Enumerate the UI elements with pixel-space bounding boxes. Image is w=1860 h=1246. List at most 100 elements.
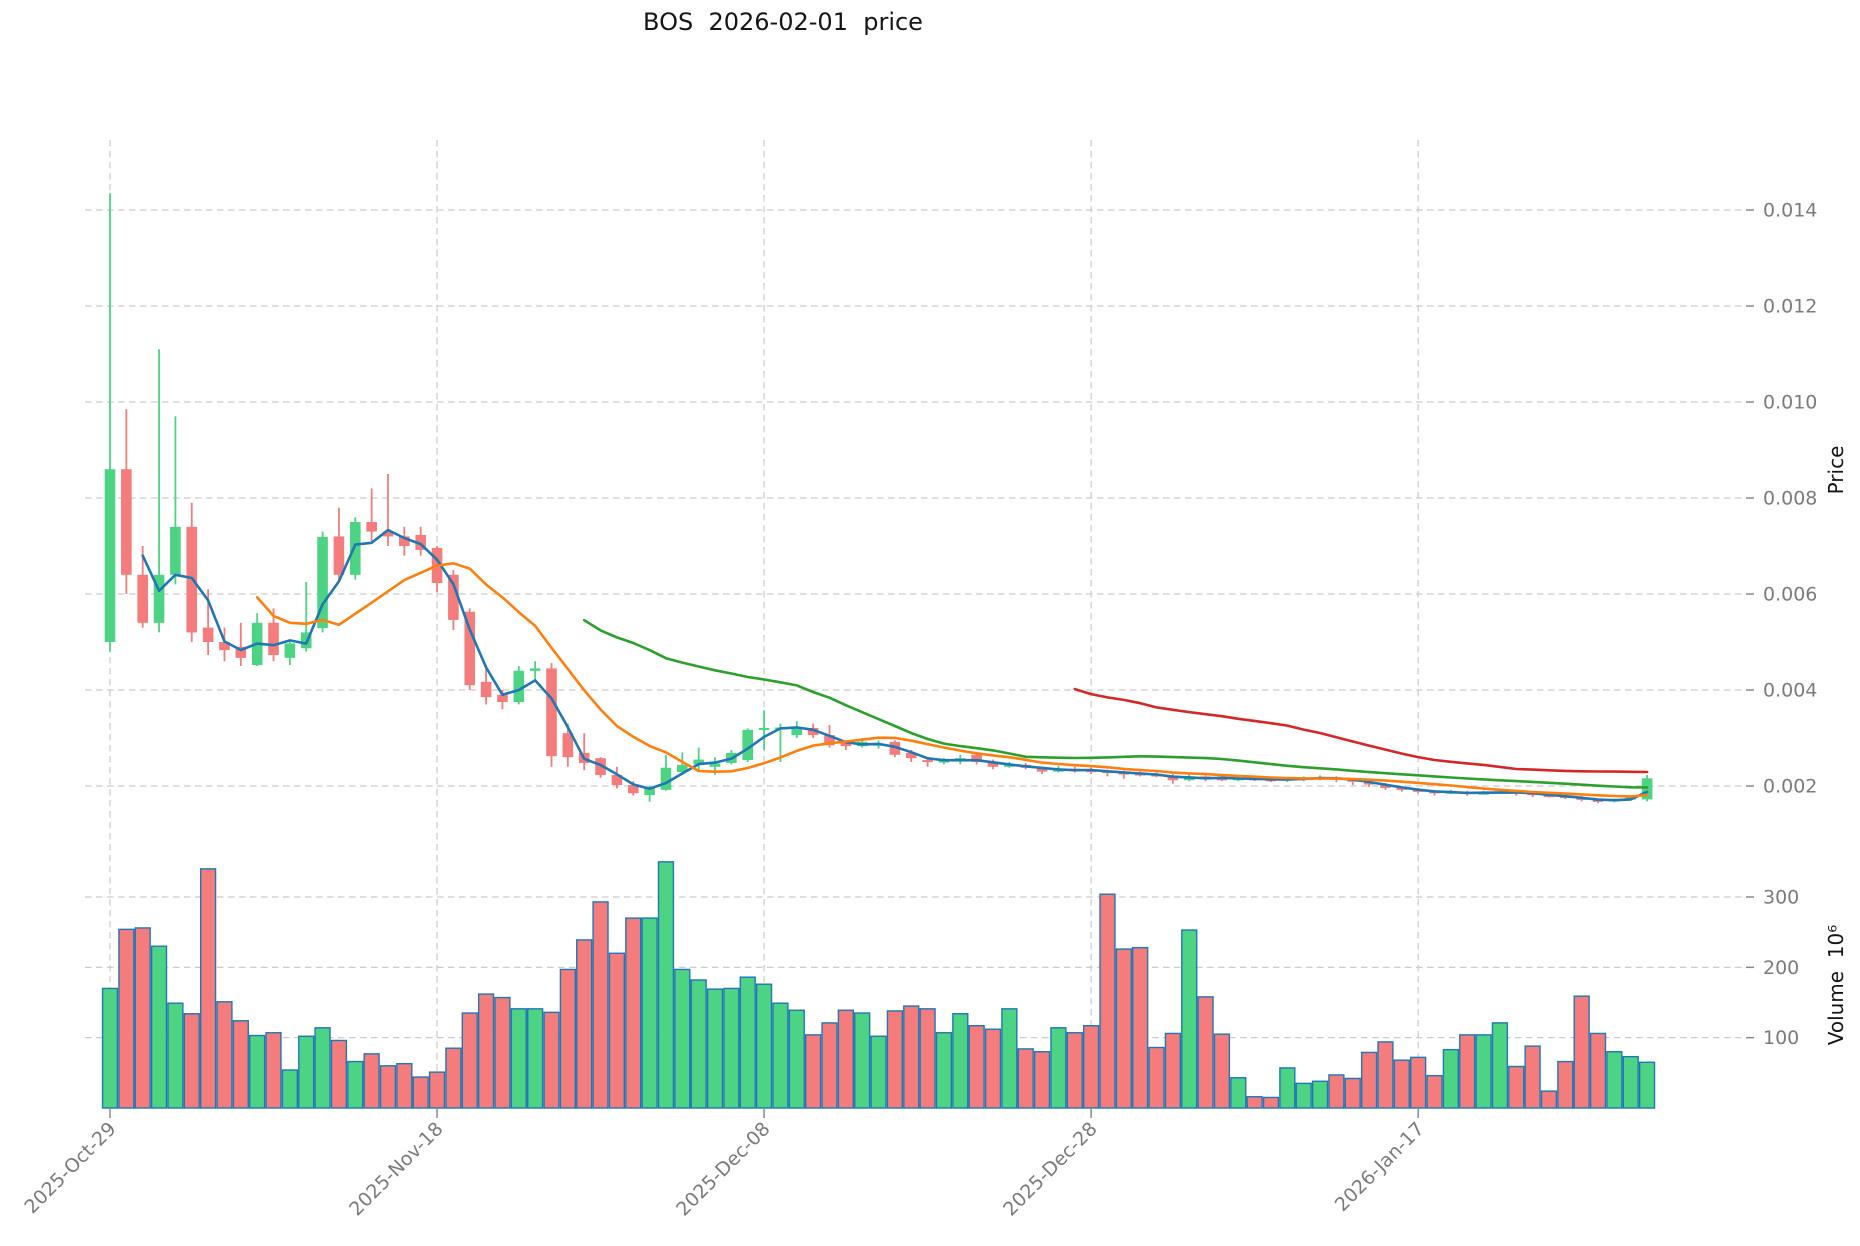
volume-bar (101, 987, 119, 1109)
volume-bar (199, 868, 217, 1109)
volume-bar (1181, 929, 1198, 1109)
candle-body (153, 574, 165, 623)
candle-body (987, 762, 999, 767)
volume-bar (723, 987, 740, 1109)
volume-bar (1622, 1055, 1639, 1109)
candle-body (529, 668, 541, 671)
volume-bar (1638, 1061, 1656, 1109)
volume-bar (347, 1060, 364, 1109)
volume-bar (1001, 1008, 1018, 1109)
price-axis-label: Price (1824, 445, 1848, 495)
volume-bar (674, 968, 691, 1109)
volume-bar (772, 1002, 789, 1109)
volume-bar (1606, 1051, 1623, 1109)
volume-bar (625, 917, 642, 1109)
price-tick-label: 0.002 (1763, 776, 1817, 798)
volume-bar (1377, 1041, 1394, 1109)
candle-body (971, 754, 982, 762)
volume-bar (167, 1002, 184, 1109)
candle-body (317, 536, 328, 629)
candle-body (219, 642, 230, 651)
ma-line-60 (1073, 687, 1649, 774)
volume-bar (1099, 893, 1116, 1109)
candle-body (480, 681, 492, 698)
volume-bar (1311, 1080, 1329, 1109)
candle-body (513, 670, 525, 702)
volume-bar (952, 1013, 969, 1109)
volume-bar (821, 1022, 838, 1109)
candle-body (1380, 784, 1391, 788)
volume-bar (232, 1020, 249, 1109)
volume-bar (1082, 1025, 1100, 1109)
price-tick-labels: 0.014 0.012 0.010 0.008 0.006 0.004 0.002 (1746, 200, 1817, 798)
candle-body (333, 536, 345, 575)
volume-bar (1148, 1046, 1165, 1109)
price-tick-label: 0.010 (1763, 392, 1817, 414)
volume-bar (1589, 1032, 1607, 1109)
candle-body (104, 469, 116, 642)
candle-body (349, 522, 361, 575)
candle-body (807, 727, 819, 736)
volume-bar (543, 1011, 560, 1109)
candle-body (1216, 778, 1228, 781)
x-tick-labels: 2025-Oct-29 2025-Nov-18 2025-Dec-08 2025-De… (20, 1109, 1429, 1221)
volume-bar (968, 1025, 985, 1109)
volume-bar (1491, 1022, 1509, 1109)
x-tick-label: 2025-Dec-28 (999, 1118, 1102, 1221)
volume-bar (1540, 1090, 1558, 1109)
volume-bar (118, 928, 135, 1109)
candle-body (1543, 795, 1555, 798)
volume-bar (1066, 1032, 1083, 1109)
price-tick-label: 0.012 (1763, 296, 1817, 318)
candle-body (497, 694, 508, 702)
volume-bar (314, 1027, 331, 1109)
volume-bar (412, 1076, 429, 1109)
candle-body (824, 735, 835, 746)
volume-tick-labels: 300 200 100 (1746, 887, 1799, 1049)
volume-axis-label: Volume 10⁶ (1824, 924, 1848, 1046)
volume-bar (576, 939, 593, 1109)
volume-tick-label: 300 (1763, 887, 1799, 909)
candle-body (546, 668, 557, 757)
volume-bar (1475, 1034, 1492, 1109)
candle-body (709, 763, 721, 767)
volume-bar (494, 996, 511, 1109)
volume-bar (559, 968, 577, 1109)
ma-line-30 (582, 618, 1649, 789)
volume-bar (984, 1028, 1002, 1109)
volume-bar (1344, 1077, 1361, 1109)
volume-bar (837, 1009, 854, 1109)
ma-lines (141, 528, 1649, 802)
volume-bar (1050, 1027, 1067, 1109)
volume-bar (216, 1001, 233, 1109)
volume-bar (1213, 1033, 1231, 1109)
candle-body (938, 760, 950, 763)
price-tick-label: 0.008 (1763, 488, 1817, 510)
volume-bar (1279, 1067, 1296, 1109)
candle-body (889, 741, 901, 755)
volume-bar (150, 945, 168, 1109)
candle-body (202, 627, 214, 642)
candle-body (595, 758, 606, 775)
price-gridlines (85, 209, 1745, 787)
volume-bar (935, 1032, 953, 1109)
x-tick-label: 2025-Dec-08 (672, 1118, 775, 1221)
candle-body (840, 742, 852, 747)
candle-body (464, 611, 476, 686)
candle-body (121, 469, 132, 575)
volume-bar (739, 976, 756, 1109)
volume-bar (1508, 1065, 1525, 1109)
volume-bar (755, 983, 773, 1109)
candle-body (284, 643, 296, 658)
volume-bar (1573, 995, 1590, 1109)
volume-bar (804, 1034, 822, 1109)
volume-bar (527, 1008, 544, 1109)
volume-bar (1017, 1048, 1034, 1109)
candle-body (399, 536, 410, 546)
volume-bar (134, 927, 151, 1109)
volume-bar (690, 979, 707, 1109)
candle-body (693, 759, 704, 765)
candle-body (905, 752, 917, 759)
candle-body (660, 767, 672, 790)
